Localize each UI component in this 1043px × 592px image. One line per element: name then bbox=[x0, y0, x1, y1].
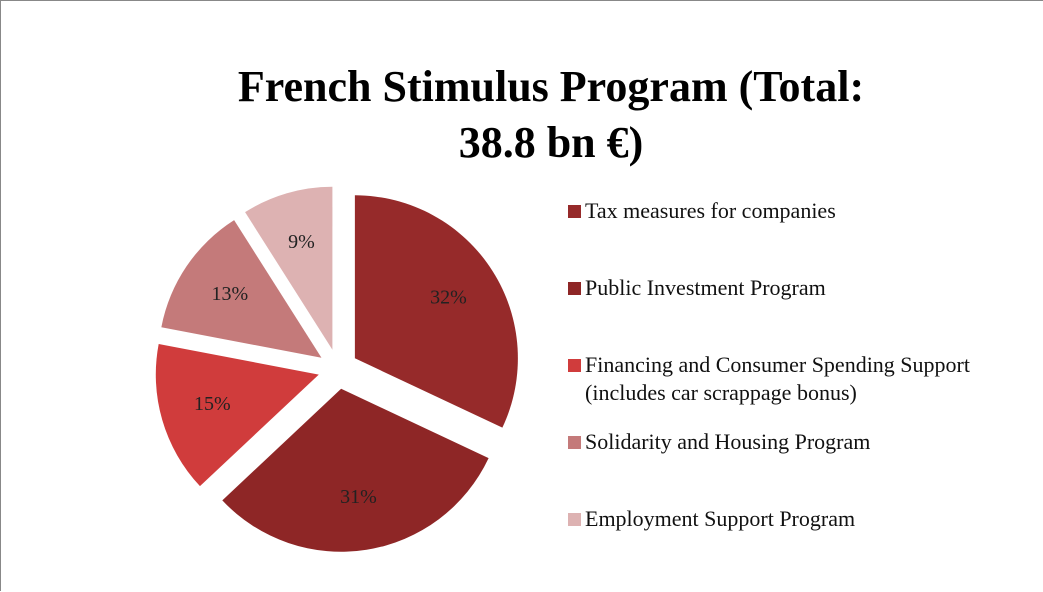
legend-label: Employment Support Program bbox=[585, 506, 856, 531]
legend-label: Financing and Consumer Spending Support … bbox=[585, 352, 970, 405]
legend-item: Solidarity and Housing Program bbox=[568, 428, 1028, 505]
chart-title: French Stimulus Program (Total: 38.8 bn … bbox=[237, 62, 865, 167]
legend-item: Employment Support Program bbox=[568, 505, 1028, 582]
data-label: 9% bbox=[288, 231, 315, 253]
legend-swatch bbox=[568, 513, 581, 526]
legend-item: Public Investment Program bbox=[568, 274, 1028, 351]
pie-slice bbox=[354, 195, 518, 428]
data-label: 32% bbox=[430, 286, 467, 308]
data-label: 13% bbox=[211, 283, 248, 305]
legend-label: Solidarity and Housing Program bbox=[585, 429, 871, 454]
legend-item: Financing and Consumer Spending Support … bbox=[568, 351, 1028, 428]
legend-label: Public Investment Program bbox=[585, 275, 826, 300]
pie-slice bbox=[222, 388, 489, 552]
pie-slice bbox=[245, 186, 333, 350]
pie-slice bbox=[161, 220, 322, 358]
legend-label: Tax measures for companies bbox=[585, 198, 836, 223]
legend-swatch bbox=[568, 359, 581, 372]
legend-item: Tax measures for companies bbox=[568, 197, 1028, 274]
data-label: 15% bbox=[194, 393, 231, 415]
legend: Tax measures for companies Public Investm… bbox=[568, 197, 1028, 582]
legend-swatch bbox=[568, 436, 581, 449]
legend-swatch bbox=[568, 282, 581, 295]
legend-swatch bbox=[568, 205, 581, 218]
data-label: 31% bbox=[340, 486, 377, 508]
pie-slice bbox=[155, 344, 319, 487]
